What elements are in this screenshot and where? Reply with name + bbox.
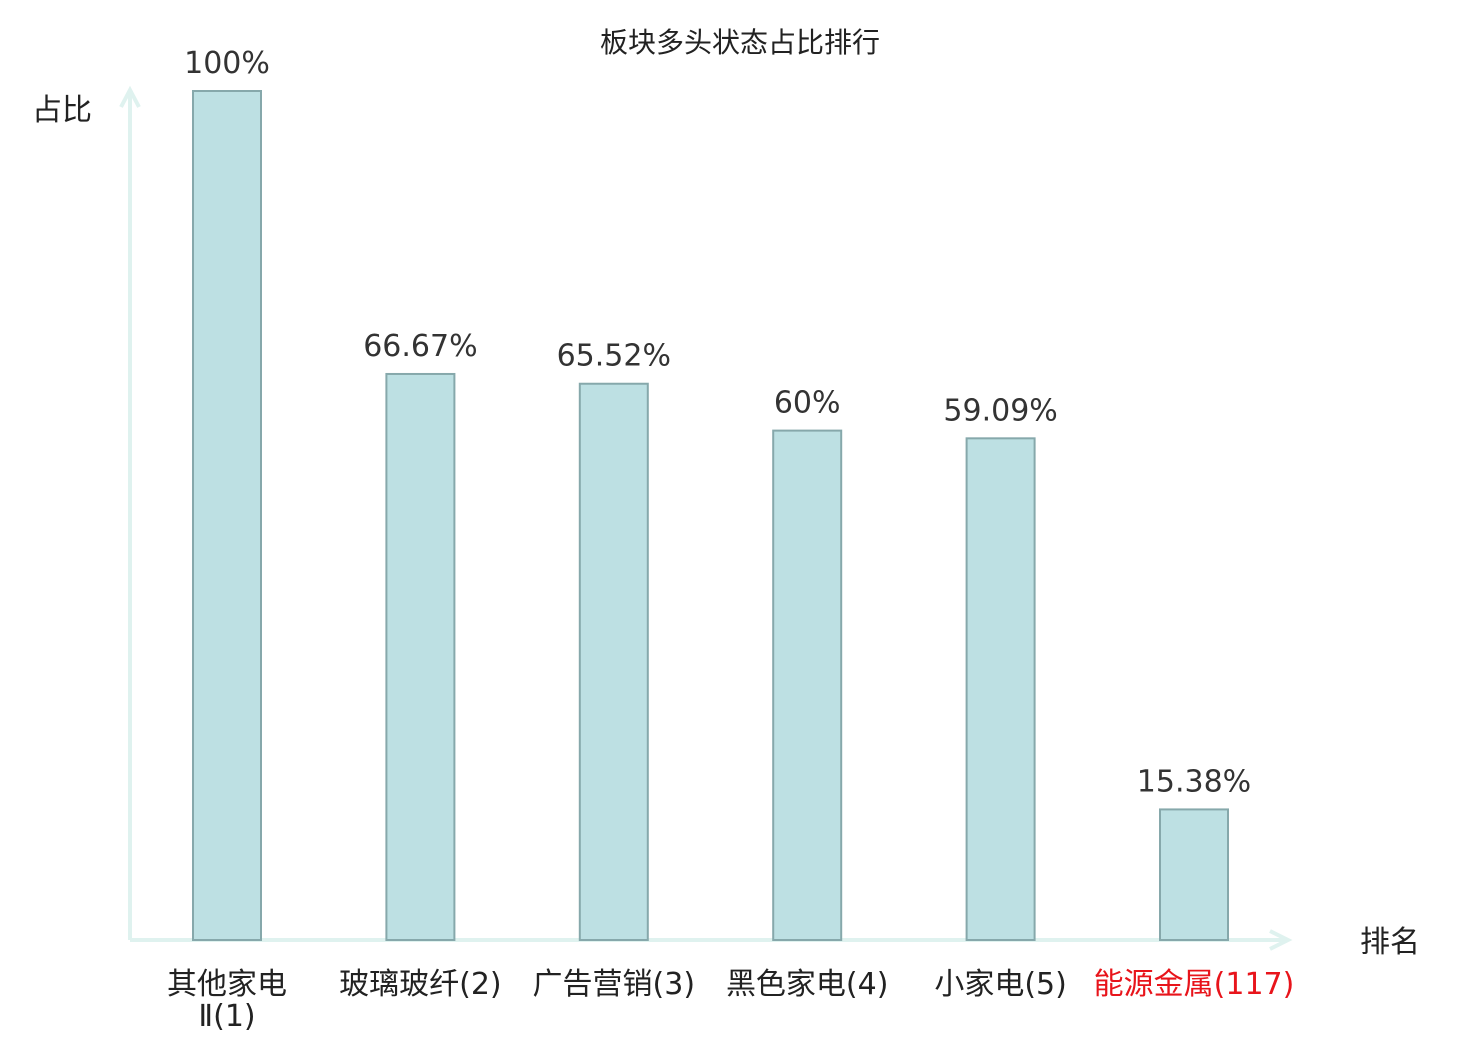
axes [119, 85, 1293, 951]
x-tick-label: 小家电(5) [934, 967, 1067, 1002]
y-axis-arrow [119, 85, 141, 108]
bar [385, 372, 456, 942]
bar [772, 429, 843, 941]
x-tick-label: 玻璃玻纤(2) [339, 967, 502, 1002]
bar [1159, 808, 1229, 942]
x-axis-arrow [1269, 929, 1293, 951]
chart-title: 板块多头状态占比排行 [600, 26, 880, 59]
category-labels: 其他家电 Ⅱ(1) 玻璃玻纤(2) 广告营销(3) 黑色家电(4) 小家电(5) 能源金属(… [167, 967, 1294, 1034]
bars [192, 90, 1229, 942]
data-label: 65.52% [557, 339, 671, 374]
x-tick-label: 黑色家电(4) [726, 967, 889, 1002]
bar [578, 382, 649, 941]
x-tick-label: 能源金属(117) [1094, 967, 1295, 1002]
data-label: 100% [184, 46, 270, 81]
x-axis-label: 排名 [1360, 925, 1420, 960]
data-label: 60% [774, 386, 841, 421]
value-labels: 100% 66.67% 65.52% 60% 59.09% 15.38% [184, 46, 1251, 799]
data-label: 15.38% [1137, 764, 1251, 799]
x-tick-label: 其他家电 Ⅱ(1) [167, 967, 287, 1034]
bar [965, 437, 1036, 941]
data-label: 66.67% [363, 329, 477, 364]
data-label: 59.09% [943, 393, 1057, 428]
bar [192, 90, 262, 941]
x-tick-label: 广告营销(3) [533, 967, 696, 1002]
y-axis-label: 占比 [32, 93, 92, 128]
